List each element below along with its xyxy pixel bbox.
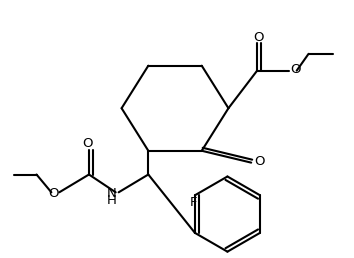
Text: O: O	[253, 30, 263, 44]
Text: O: O	[254, 155, 264, 168]
Text: N: N	[107, 187, 117, 200]
Text: O: O	[290, 63, 300, 76]
Text: O: O	[48, 187, 58, 200]
Text: F: F	[190, 196, 198, 209]
Text: O: O	[83, 137, 93, 150]
Text: H: H	[107, 194, 117, 207]
